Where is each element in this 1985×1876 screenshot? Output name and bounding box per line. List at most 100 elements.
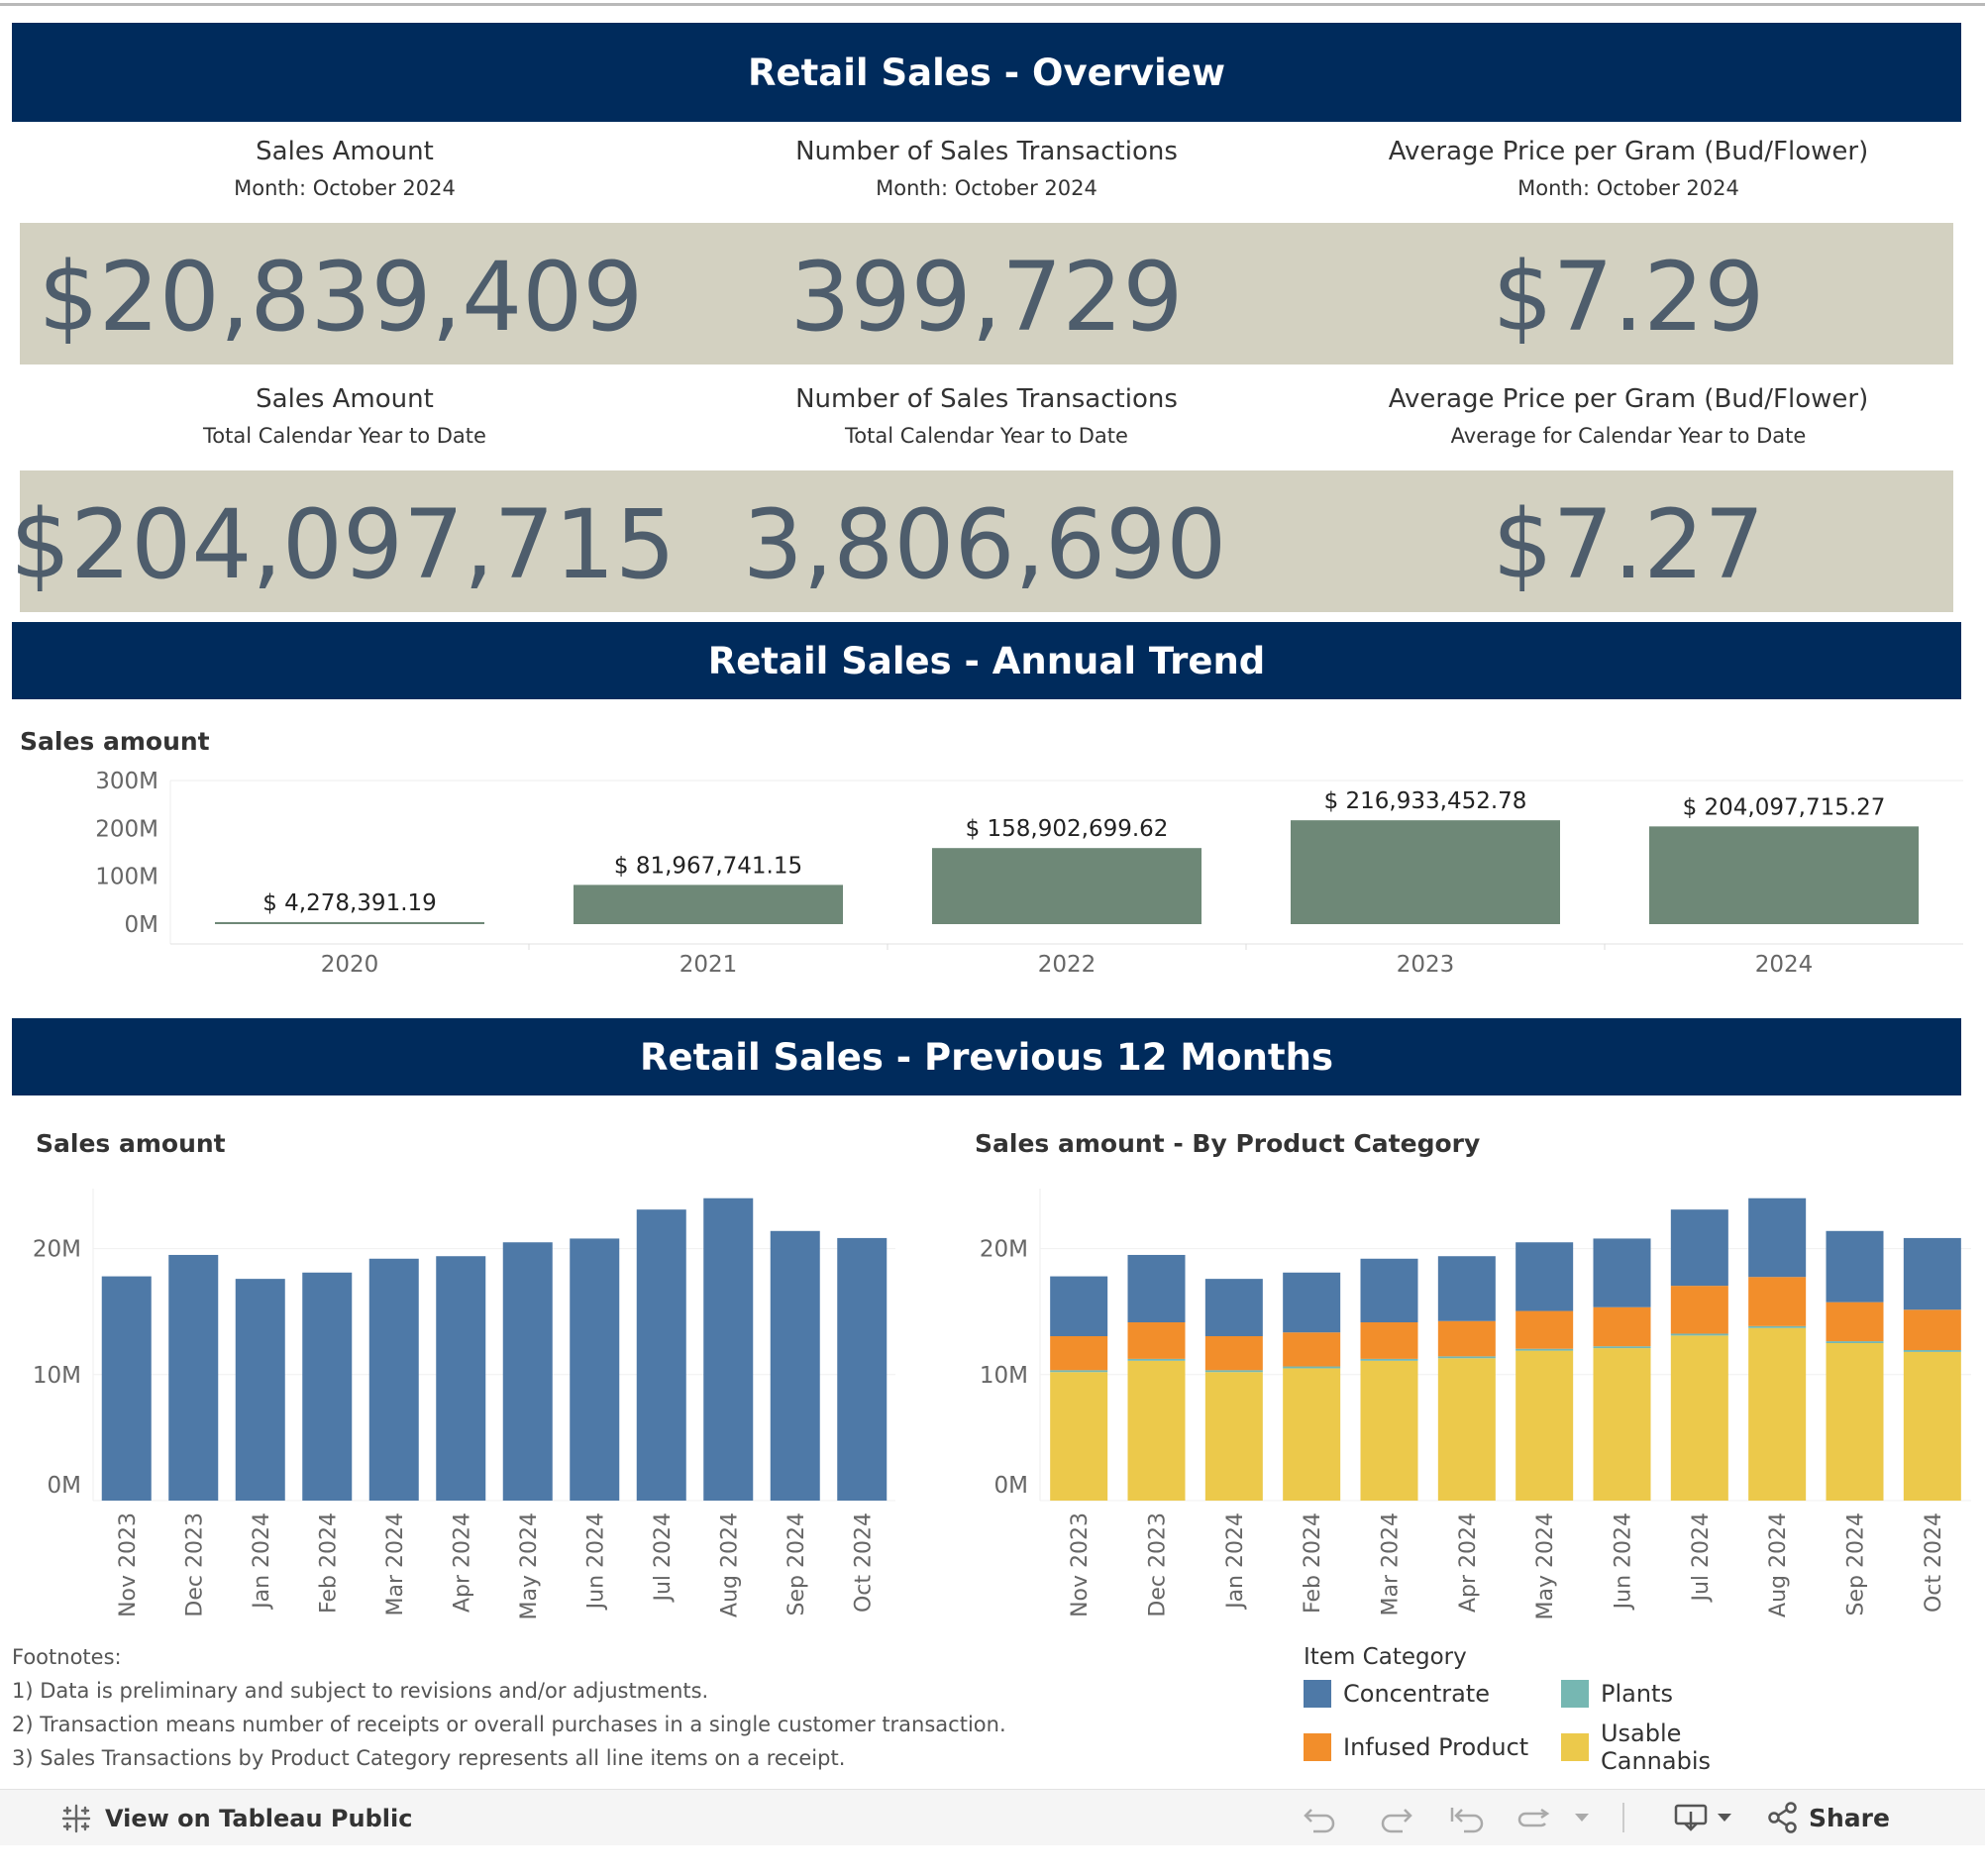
kpi-subtitle: Average for Calendar Year to Date xyxy=(1450,424,1807,448)
bar-2024 xyxy=(1649,826,1919,924)
x-tick-label: Feb 2024 xyxy=(316,1512,341,1614)
bar-segment-infused-product xyxy=(1283,1332,1341,1367)
y-tick-label: 0M xyxy=(994,1473,1028,1499)
legend-swatch xyxy=(1561,1733,1589,1761)
y-tick-label: 20M xyxy=(980,1237,1028,1263)
annual-sales-chart: 0M 100M 200M 300M $ 4,278,391.19 2020 $ 81,967… xyxy=(95,769,1963,978)
banner-overview: Retail Sales - Overview xyxy=(12,23,1961,122)
bar-segment-concentrate xyxy=(1050,1276,1108,1337)
banner-previous-12-months: Retail Sales - Previous 12 Months xyxy=(12,1018,1961,1095)
x-tick-label: Oct 2024 xyxy=(851,1512,876,1613)
legend-label: Infused Product xyxy=(1343,1733,1529,1761)
dropdown-icon[interactable] xyxy=(1569,1800,1595,1835)
bar-segment-usable-cannabis xyxy=(1437,1358,1496,1501)
bar-2021 xyxy=(574,885,843,924)
view-on-tableau-public-button[interactable]: View on Tableau Public xyxy=(59,1802,412,1835)
bar-segment-plants xyxy=(1593,1346,1651,1349)
legend-label: Concentrate xyxy=(1343,1680,1490,1708)
x-tick-label: Dec 2023 xyxy=(182,1512,207,1617)
share-button[interactable]: Share xyxy=(1765,1800,1890,1835)
legend-item-plants[interactable]: Plants xyxy=(1561,1680,1799,1708)
bar-segment-concentrate xyxy=(1670,1209,1728,1287)
x-tick-label: Nov 2023 xyxy=(116,1512,141,1617)
x-tick-label: Nov 2023 xyxy=(1068,1512,1093,1617)
bar-Jan 2024 xyxy=(235,1279,285,1501)
bar-segment-usable-cannabis xyxy=(1127,1360,1186,1501)
redo-icon[interactable] xyxy=(1373,1800,1416,1835)
x-tick-label: Jun 2024 xyxy=(1612,1512,1636,1611)
footnotes-heading: Footnotes: xyxy=(12,1645,122,1669)
annual-chart-title: Sales amount xyxy=(20,727,210,756)
legend-item-concentrate[interactable]: Concentrate xyxy=(1304,1680,1561,1708)
bar-segment-infused-product xyxy=(1903,1309,1961,1350)
kpi-month-price-value: $7.29 xyxy=(1492,242,1765,353)
bar-Mar 2024 xyxy=(368,1258,419,1501)
bar-Sep 2024 xyxy=(770,1230,820,1501)
bar-segment-plants xyxy=(1050,1370,1108,1373)
x-tick-label: May 2024 xyxy=(517,1512,542,1619)
y-tick-label: 100M xyxy=(95,865,158,890)
x-tick-label: Apr 2024 xyxy=(1456,1512,1481,1613)
bar-segment-concentrate xyxy=(1748,1198,1807,1278)
kpi-ytd-band xyxy=(20,470,1953,612)
bar-Dec 2023 xyxy=(168,1254,219,1501)
bar-label-2021: $ 81,967,741.15 xyxy=(614,853,802,879)
bar-segment-usable-cannabis xyxy=(1204,1372,1263,1501)
bar-segment-concentrate xyxy=(1826,1230,1884,1303)
legend-item-usable-cannabis[interactable]: Usable Cannabis xyxy=(1561,1720,1799,1775)
x-tick-label: 2024 xyxy=(1755,952,1814,978)
category-chart-title: Sales amount - By Product Category xyxy=(975,1129,1481,1158)
kpi-month-sales-value: $20,839,409 xyxy=(38,242,644,353)
kpi-title: Average Price per Gram (Bud/Flower) xyxy=(1388,137,1869,166)
legend-swatch xyxy=(1304,1680,1331,1708)
x-tick-label: Apr 2024 xyxy=(450,1512,474,1613)
kpi-month-sales-header: Sales Amount Month: October 2024 xyxy=(48,137,642,200)
revert-icon[interactable] xyxy=(1446,1800,1490,1835)
bar-Jun 2024 xyxy=(570,1238,620,1501)
x-tick-label: Jan 2024 xyxy=(250,1512,274,1611)
x-tick-label: Jun 2024 xyxy=(583,1512,608,1611)
bar-segment-usable-cannabis xyxy=(1515,1350,1574,1501)
bar-segment-usable-cannabis xyxy=(1670,1335,1728,1501)
kpi-month-transactions-header: Number of Sales Transactions Month: Octo… xyxy=(689,137,1284,200)
category-sales-chart: 0M 10M 20M Nov 2023 Dec 2023 Jan 2024 Feb 2024… xyxy=(980,1189,1971,1619)
x-tick-label: Aug 2024 xyxy=(717,1512,742,1617)
bar-2020 xyxy=(215,921,484,924)
kpi-subtitle: Month: October 2024 xyxy=(876,176,1097,200)
y-tick-label: 10M xyxy=(33,1363,81,1389)
bar-2023 xyxy=(1291,820,1560,924)
x-tick-label: Dec 2023 xyxy=(1146,1512,1171,1617)
bar-Aug 2024 xyxy=(703,1198,754,1501)
kpi-ytd-price-value: $7.27 xyxy=(1492,489,1765,600)
bar-segment-infused-product xyxy=(1437,1320,1496,1357)
bar-segment-infused-product xyxy=(1127,1322,1186,1359)
x-tick-label: 2022 xyxy=(1038,952,1097,978)
undo-icon[interactable] xyxy=(1300,1800,1343,1835)
bar-segment-concentrate xyxy=(1903,1237,1961,1310)
bar-segment-plants xyxy=(1515,1348,1574,1351)
legend-item-infused-product[interactable]: Infused Product xyxy=(1304,1720,1561,1775)
bar-May 2024 xyxy=(502,1242,553,1501)
kpi-subtitle: Month: October 2024 xyxy=(234,176,456,200)
download-dropdown-icon[interactable] xyxy=(1714,1800,1735,1835)
bar-segment-concentrate xyxy=(1515,1242,1574,1311)
kpi-title: Average Price per Gram (Bud/Flower) xyxy=(1388,384,1869,414)
bottom-toolbar: View on Tableau Public xyxy=(0,1789,1985,1845)
refresh-icon[interactable] xyxy=(1512,1800,1555,1835)
download-icon[interactable] xyxy=(1670,1800,1714,1835)
legend-title: Item Category xyxy=(1304,1644,1467,1670)
y-tick-label: 0M xyxy=(125,912,158,938)
footnote-1: 1) Data is preliminary and subject to re… xyxy=(12,1679,709,1703)
x-tick-label: Sep 2024 xyxy=(1844,1512,1869,1615)
bar-segment-plants xyxy=(1360,1358,1418,1361)
bar-Oct 2024 xyxy=(837,1237,888,1501)
kpi-ytd-transactions-value: 3,806,690 xyxy=(742,489,1227,600)
bar-segment-usable-cannabis xyxy=(1903,1351,1961,1501)
bar-segment-usable-cannabis xyxy=(1748,1327,1807,1501)
share-label: Share xyxy=(1809,1803,1890,1832)
bar-segment-infused-product xyxy=(1826,1302,1884,1342)
x-tick-label: 2021 xyxy=(679,952,738,978)
bar-segment-plants xyxy=(1670,1333,1728,1336)
kpi-subtitle: Total Calendar Year to Date xyxy=(845,424,1128,448)
x-tick-label: Mar 2024 xyxy=(383,1512,408,1616)
